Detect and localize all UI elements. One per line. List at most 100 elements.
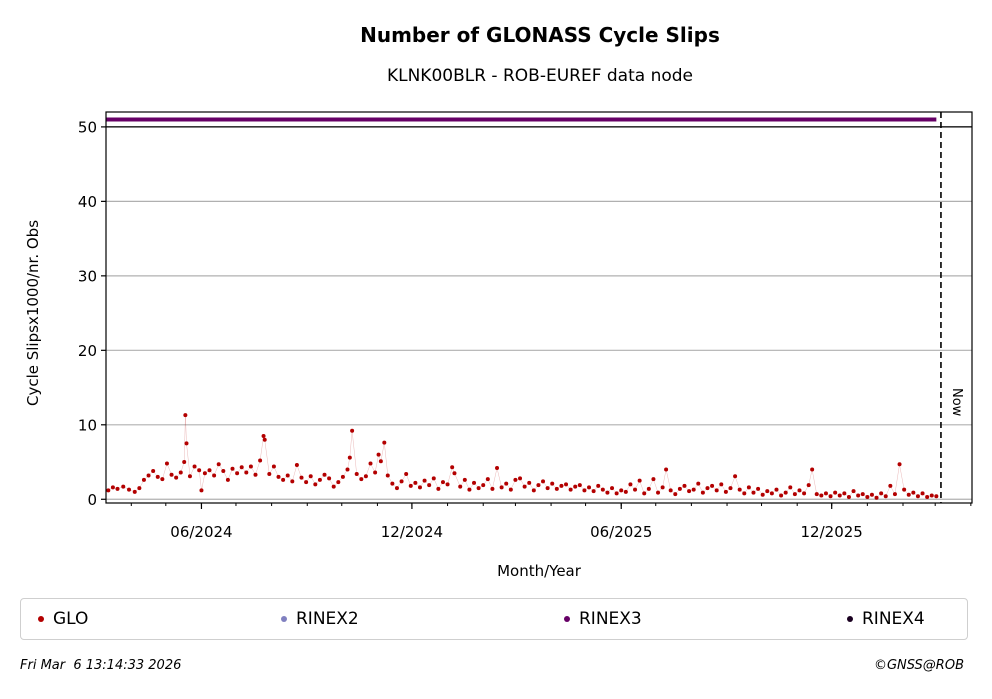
glo-data-point <box>550 481 555 486</box>
glo-data-point <box>527 480 532 485</box>
glo-data-point <box>340 474 345 479</box>
glo-data-point <box>915 494 920 499</box>
y-axis-label: Cycle Slipsx1000/nr. Obs <box>24 220 42 406</box>
glo-data-point <box>427 483 432 488</box>
x-axis-label: Month/Year <box>497 562 582 580</box>
glo-data-point <box>110 485 115 490</box>
glo-data-point <box>290 479 295 484</box>
glo-data-point <box>368 461 373 466</box>
glo-data-point <box>404 471 409 476</box>
glo-data-point <box>244 470 249 475</box>
glo-data-point <box>216 462 221 467</box>
glo-data-point <box>160 477 165 482</box>
glo-data-point <box>207 468 212 473</box>
glo-data-point <box>769 491 774 496</box>
chart-title: Number of GLONASS Cycle Slips <box>360 23 720 47</box>
glo-data-point <box>700 490 705 495</box>
glo-data-point <box>934 494 939 499</box>
glo-data-point <box>445 482 450 487</box>
glo-data-point <box>691 487 696 492</box>
x-tick-label: 06/2024 <box>170 523 232 541</box>
glo-data-point <box>476 486 481 491</box>
glo-data-point <box>336 480 341 485</box>
glo-data-point <box>262 437 267 442</box>
glo-data-point <box>499 485 504 490</box>
glo-data-point <box>833 490 838 495</box>
glo-data-point <box>261 433 266 438</box>
glo-data-point <box>422 478 427 483</box>
glo-data-point <box>779 493 784 498</box>
glo-data-point <box>614 491 619 496</box>
glo-data-point <box>892 492 897 497</box>
glo-data-point <box>192 464 197 469</box>
glo-data-point <box>728 486 733 491</box>
glo-data-point <box>823 491 828 496</box>
legend-item-rinex4: RINEX4 <box>847 599 925 638</box>
glo-data-point <box>792 492 797 497</box>
footer-credit: ©GNSS@ROB <box>873 658 964 673</box>
glo-data-point <box>178 470 183 475</box>
glo-data-point <box>682 483 687 488</box>
glo-data-point <box>399 479 404 484</box>
glo-data-point <box>127 487 132 492</box>
glo-data-point <box>436 486 441 491</box>
glo-data-point <box>308 474 313 479</box>
glo-data-point <box>582 488 587 493</box>
glo-data-point <box>746 485 751 490</box>
y-tick-label: 50 <box>78 118 97 136</box>
glo-data-point <box>668 488 673 493</box>
glo-data-point <box>354 471 359 476</box>
glo-data-point <box>806 483 811 488</box>
glo-data-point <box>187 474 192 479</box>
glo-data-point <box>929 493 934 498</box>
y-tick-label: 20 <box>78 342 97 360</box>
y-tick-label: 30 <box>78 267 97 285</box>
glo-data-point <box>115 486 120 491</box>
footer-timestamp: Fri Mar 6 13:14:33 2026 <box>20 658 182 673</box>
glo-data-point <box>568 487 573 492</box>
glo-data-point <box>646 486 651 491</box>
glo-data-point <box>197 468 202 473</box>
glo-data-point <box>408 483 413 488</box>
glo-data-point <box>765 489 770 494</box>
glo-data-point <box>462 477 467 482</box>
glo-data-point <box>869 492 874 497</box>
glo-data-point <box>577 483 582 488</box>
glo-data-point <box>322 472 327 477</box>
glo-data-point <box>660 485 665 490</box>
y-tick-label: 0 <box>87 491 97 509</box>
glo-data-point <box>378 459 383 464</box>
glo-data-point <box>719 482 724 487</box>
glo-data-point <box>467 487 472 492</box>
glo-data-point <box>258 458 263 463</box>
rinex3-marker-icon <box>564 615 570 622</box>
glo-data-point <box>559 483 564 488</box>
glo-data-point <box>304 480 309 485</box>
glo-marker-icon <box>38 615 44 622</box>
legend-item-rinex2: RINEX2 <box>281 599 359 638</box>
glo-data-point <box>714 488 719 493</box>
glo-data-point <box>183 413 188 418</box>
glo-data-point <box>452 471 457 476</box>
glo-data-point <box>212 473 217 478</box>
glo-data-point <box>536 483 541 488</box>
glo-data-point <box>235 471 240 476</box>
glo-data-point <box>664 467 669 472</box>
glo-data-point <box>902 487 907 492</box>
glo-data-point <box>531 488 536 493</box>
plot-area: 0 10 20 30 40 50 06/2024 12/2024 06/2025 12/2025 N… <box>78 111 973 541</box>
glo-data-point <box>906 492 911 497</box>
glo-data-point <box>345 467 350 472</box>
glo-data-point <box>600 487 605 492</box>
glo-data-point <box>920 491 925 496</box>
glo-data-point <box>673 492 678 497</box>
glo-data-point <box>733 474 738 479</box>
glo-data-point <box>760 492 765 497</box>
rinex2-marker-icon <box>281 615 287 622</box>
glo-data-point <box>373 470 378 475</box>
glo-data-point <box>394 486 399 491</box>
glo-data-point <box>202 471 207 476</box>
glo-data-point <box>774 487 779 492</box>
glo-data-point <box>137 486 142 491</box>
